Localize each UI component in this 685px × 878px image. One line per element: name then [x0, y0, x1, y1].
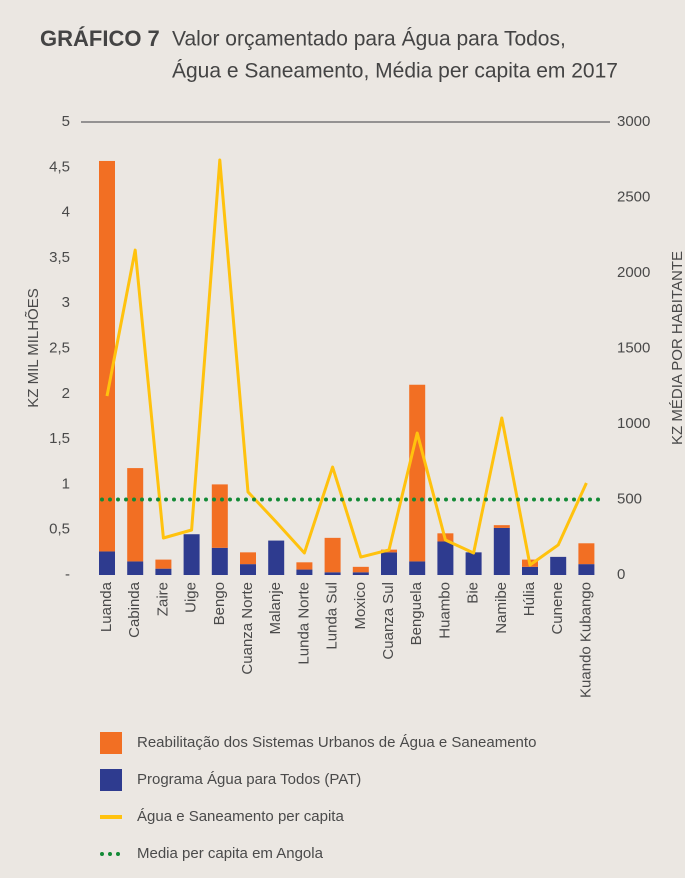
y2-tick-label: 0: [617, 566, 625, 583]
y2-axis-label: KZ MÉDIA POR HABITANTE: [669, 251, 685, 445]
y-tick-label: 1: [62, 475, 70, 492]
bar: [183, 534, 200, 575]
legend-swatch: [100, 732, 122, 754]
x-tick-label: Namibe: [493, 582, 510, 634]
y-tick-label: 2: [62, 385, 70, 402]
bar: [550, 556, 567, 575]
y-tick-label: 2,5: [49, 339, 70, 356]
x-tick-label: Zaire: [154, 582, 171, 616]
y-tick-label: 3: [62, 294, 70, 311]
x-tick-label: Huambo: [436, 582, 453, 639]
y-tick-label: 1,5: [49, 430, 70, 447]
y-tick-label: -: [65, 566, 70, 583]
bar: [211, 547, 228, 575]
bar: [296, 562, 313, 570]
x-tick-label: Lunda Sul: [324, 582, 341, 650]
x-tick-label: Cunene: [549, 582, 566, 635]
x-tick-label: Lunda Norte: [295, 582, 312, 665]
bar: [268, 540, 285, 575]
bar: [578, 543, 595, 565]
legend-label: Media per capita em Angola: [137, 845, 324, 862]
bar: [493, 527, 510, 575]
bar: [324, 572, 341, 575]
bar: [522, 566, 538, 575]
bar: [352, 572, 369, 575]
x-tick-label: Cuanza Sul: [380, 582, 397, 660]
chart-subtitle: Água e Saneamento, Média per capita em 2…: [172, 60, 618, 83]
bar: [99, 551, 115, 575]
bar: [437, 541, 454, 575]
x-tick-label: Malanje: [267, 582, 284, 635]
legend-label: Reabilitação dos Sistemas Urbanos de Águ…: [137, 734, 536, 751]
y-tick-label: 4: [62, 204, 70, 221]
x-tick-label: Kuando Kubango: [577, 582, 594, 698]
bar: [155, 559, 172, 569]
chart-title: GRÁFICO 7: [40, 26, 160, 51]
line: [105, 158, 588, 567]
bar: [240, 552, 256, 565]
y2-tick-label: 2000: [617, 264, 650, 281]
y2-tick-label: 2500: [617, 188, 650, 205]
bar: [127, 561, 144, 575]
bar: [127, 468, 144, 562]
y-tick-label: 4,5: [49, 158, 70, 175]
bar: [465, 552, 482, 575]
y2-tick-label: 500: [617, 490, 642, 507]
x-tick-label: Cabinda: [126, 581, 143, 638]
bar: [352, 566, 369, 573]
bar: [578, 564, 595, 575]
bar: [493, 525, 510, 528]
x-tick-label: Luanda: [98, 581, 115, 632]
bar: [381, 552, 397, 575]
x-tick-label: Cuanza Norte: [239, 582, 256, 675]
x-tick-label: Húlia: [521, 581, 538, 616]
x-tick-label: Moxico: [352, 582, 369, 630]
y-axis-label: KZ MIL MILHÕES: [25, 288, 42, 407]
y-tick-label: 5: [62, 113, 70, 130]
y2-tick-label: 1500: [617, 339, 650, 356]
bar: [296, 569, 313, 575]
bar: [99, 160, 115, 552]
bar: [211, 484, 228, 548]
chart-subtitle: Valor orçamentado para Água para Todos,: [172, 28, 566, 51]
legend-swatch: [100, 815, 122, 819]
bar: [240, 564, 256, 575]
y-tick-label: 3,5: [49, 249, 70, 266]
y2-tick-label: 1000: [617, 415, 650, 432]
x-tick-label: Uige: [183, 582, 200, 613]
bar: [409, 561, 426, 575]
bar: [155, 568, 172, 575]
x-tick-label: Bengo: [211, 582, 228, 625]
legend-label: Programa Água para Todos (PAT): [137, 771, 361, 788]
x-tick-label: Bie: [465, 582, 482, 604]
bar: [324, 537, 341, 573]
bar: [409, 384, 426, 562]
legend-swatch: [100, 769, 122, 791]
y2-tick-label: 3000: [617, 113, 650, 130]
y-tick-label: 0,5: [49, 521, 70, 538]
x-tick-label: Benguela: [408, 581, 425, 645]
legend-label: Água e Saneamento per capita: [137, 808, 344, 825]
